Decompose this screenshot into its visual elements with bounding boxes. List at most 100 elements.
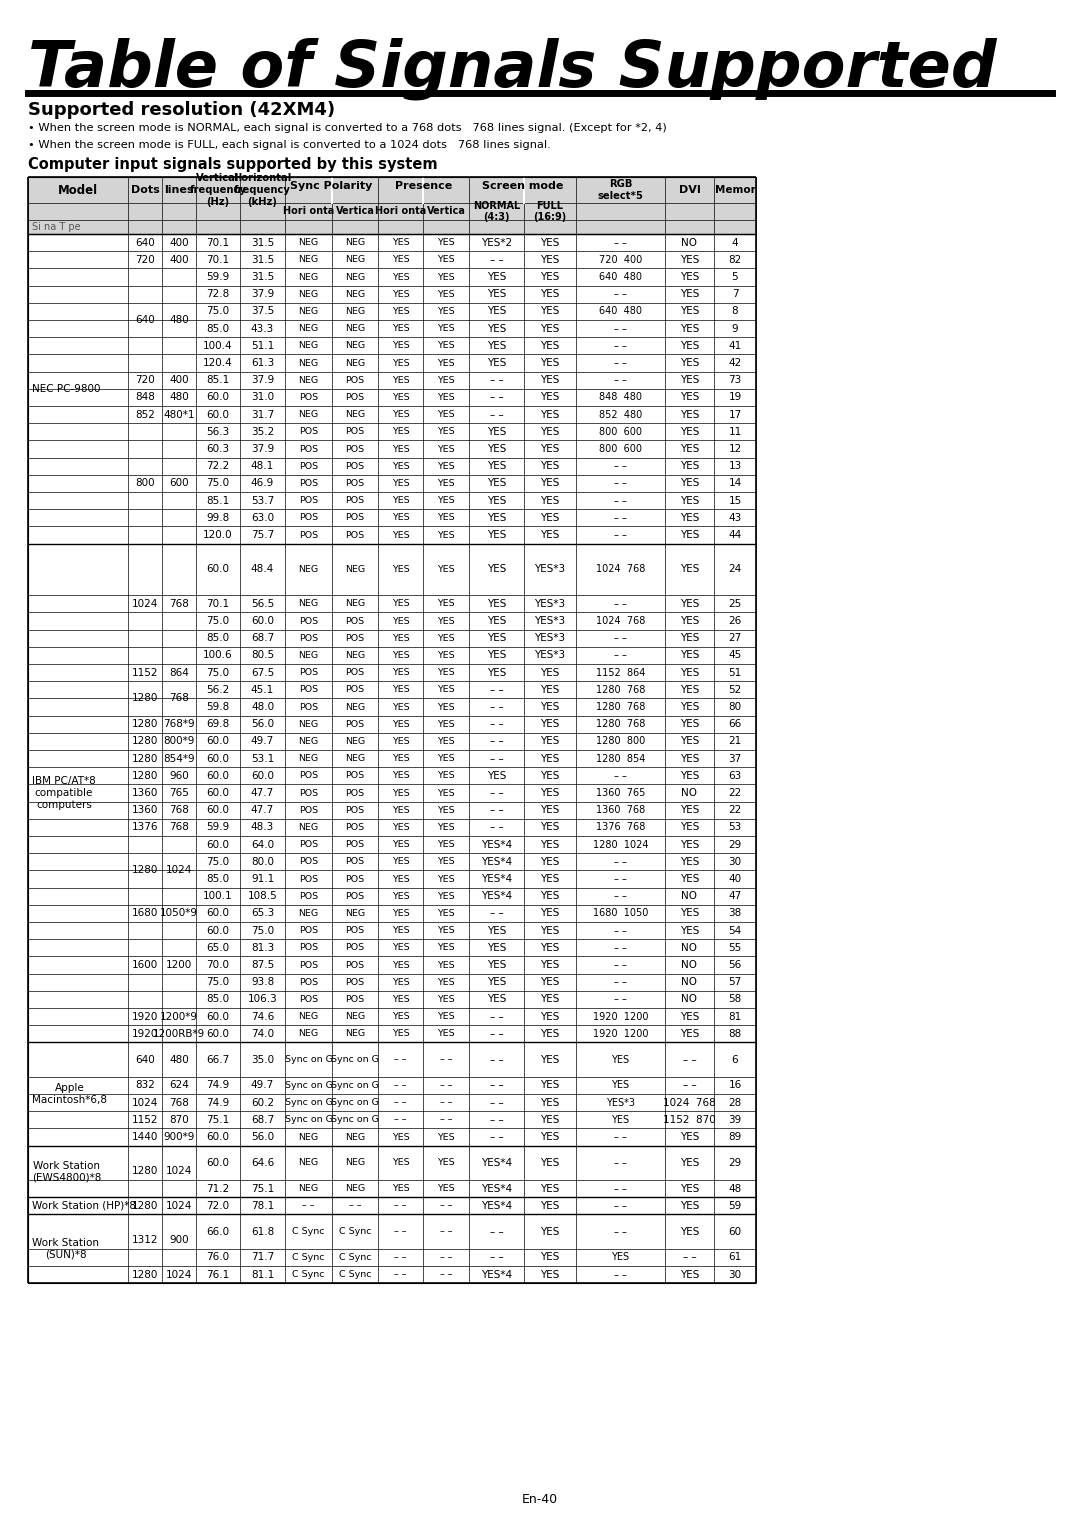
Text: POS: POS [346, 995, 365, 1004]
Text: 64.6: 64.6 [251, 1158, 274, 1167]
Text: 61.8: 61.8 [251, 1227, 274, 1236]
Bar [28, 990, 756, 1008]
Text: POS: POS [346, 824, 365, 831]
Text: 75.0: 75.0 [206, 857, 230, 866]
Bar [28, 1111, 756, 1128]
Text: 46.9: 46.9 [251, 478, 274, 489]
Text: 59.9: 59.9 [206, 272, 230, 283]
Text: 59: 59 [728, 1201, 742, 1210]
Text: – –: – – [394, 1099, 407, 1108]
Text: 1680: 1680 [132, 909, 158, 918]
Text: YES*3: YES*3 [606, 1097, 635, 1108]
Text: YES: YES [437, 255, 455, 264]
Text: – –: – – [440, 1201, 453, 1210]
Text: 76.1: 76.1 [206, 1270, 230, 1279]
Bar [28, 492, 756, 509]
Bar [28, 871, 756, 888]
Text: 59.8: 59.8 [206, 701, 230, 712]
Text: 108.5: 108.5 [247, 891, 278, 902]
Text: 60.0: 60.0 [206, 753, 229, 764]
Text: 88: 88 [728, 1028, 742, 1039]
Text: C Sync: C Sync [339, 1253, 372, 1262]
Text: YES: YES [540, 960, 559, 970]
Text: YES: YES [540, 839, 559, 850]
Text: Sync on G: Sync on G [332, 1056, 379, 1063]
Text: 37.9: 37.9 [251, 289, 274, 299]
Text: YES: YES [611, 1054, 630, 1065]
Text: 57: 57 [728, 978, 742, 987]
Text: 1360  765: 1360 765 [596, 788, 645, 798]
Text: Work Station
(SUN)*8: Work Station (SUN)*8 [32, 1238, 99, 1259]
Text: YES: YES [540, 753, 559, 764]
Text: YES: YES [392, 736, 409, 746]
Text: YES: YES [392, 497, 409, 506]
Text: C Sync: C Sync [339, 1227, 372, 1236]
Text: YES: YES [437, 961, 455, 969]
Bar [28, 475, 756, 492]
Text: 624: 624 [170, 1080, 189, 1091]
Text: YES: YES [392, 359, 409, 368]
Text: NO: NO [681, 237, 698, 248]
Text: 56.3: 56.3 [206, 426, 230, 437]
Text: POS: POS [299, 805, 319, 814]
Text: YES: YES [679, 1012, 699, 1022]
Text: 768: 768 [170, 599, 189, 608]
Text: 45: 45 [728, 651, 742, 660]
Text: 71.7: 71.7 [251, 1253, 274, 1262]
Text: 60.0: 60.0 [206, 805, 229, 816]
Text: 28: 28 [728, 1097, 742, 1108]
Text: YES: YES [540, 1115, 559, 1125]
Text: – –: – – [615, 530, 626, 539]
Text: POS: POS [299, 703, 319, 712]
Text: – –: – – [394, 1201, 407, 1210]
Text: 75.0: 75.0 [206, 978, 230, 987]
Text: – –: – – [489, 1115, 503, 1125]
Text: YES: YES [487, 926, 507, 935]
Text: – –: – – [440, 1270, 453, 1279]
Text: POS: POS [346, 926, 365, 935]
Bar [28, 371, 756, 388]
Text: 900: 900 [170, 1235, 189, 1245]
Text: 60.0: 60.0 [206, 770, 229, 781]
Text: 8: 8 [731, 307, 739, 316]
Text: 640: 640 [135, 1054, 154, 1065]
Text: 47.7: 47.7 [251, 805, 274, 816]
Text: YES: YES [437, 445, 455, 454]
Text: 1024: 1024 [166, 1166, 192, 1177]
Text: YES: YES [437, 926, 455, 935]
Text: 1280: 1280 [132, 753, 158, 764]
Text: 31.5: 31.5 [251, 255, 274, 264]
Text: POS: POS [346, 892, 365, 900]
Text: 75.0: 75.0 [206, 668, 230, 677]
Text: Sync on G: Sync on G [284, 1099, 333, 1108]
Text: 1024: 1024 [132, 1097, 158, 1108]
Text: 768: 768 [170, 1097, 189, 1108]
Text: – –: – – [349, 1201, 361, 1210]
Text: YES: YES [437, 978, 455, 987]
Text: – –: – – [394, 1270, 407, 1279]
Text: POS: POS [346, 478, 365, 487]
Text: 31.5: 31.5 [251, 272, 274, 283]
Text: YES: YES [611, 1115, 630, 1125]
Bar [28, 303, 756, 319]
Text: POS: POS [346, 978, 365, 987]
Text: 1050*9: 1050*9 [160, 909, 198, 918]
Text: 400: 400 [170, 376, 189, 385]
Bar [28, 630, 756, 646]
Text: Sync on G: Sync on G [332, 1080, 379, 1089]
Text: Horizontal
frequency
(kHz): Horizontal frequency (kHz) [233, 173, 292, 206]
Text: 75.0: 75.0 [206, 307, 230, 316]
Text: – –: – – [489, 1012, 503, 1022]
Text: NEG: NEG [298, 255, 319, 264]
Text: – –: – – [615, 995, 626, 1004]
Text: NEG: NEG [345, 1184, 365, 1193]
Text: 100.4: 100.4 [203, 341, 233, 351]
Text: YES: YES [437, 736, 455, 746]
Text: POS: POS [299, 788, 319, 798]
Text: 4: 4 [731, 237, 739, 248]
Text: Screen mode: Screen mode [482, 180, 563, 191]
Text: – –: – – [440, 1253, 453, 1262]
Text: 1280: 1280 [132, 694, 158, 703]
Text: YES: YES [437, 461, 455, 471]
Text: YES: YES [487, 978, 507, 987]
